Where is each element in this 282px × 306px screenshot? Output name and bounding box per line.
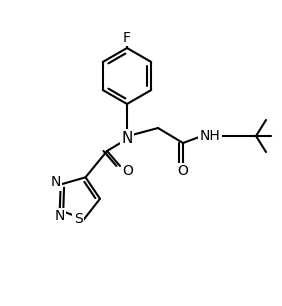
Text: F: F xyxy=(123,31,131,45)
Text: N: N xyxy=(50,175,61,189)
Text: N: N xyxy=(55,209,65,223)
Text: NH: NH xyxy=(200,129,220,143)
Text: O: O xyxy=(123,164,133,178)
Text: O: O xyxy=(178,164,188,178)
Text: S: S xyxy=(74,212,82,226)
Text: N: N xyxy=(121,130,133,145)
